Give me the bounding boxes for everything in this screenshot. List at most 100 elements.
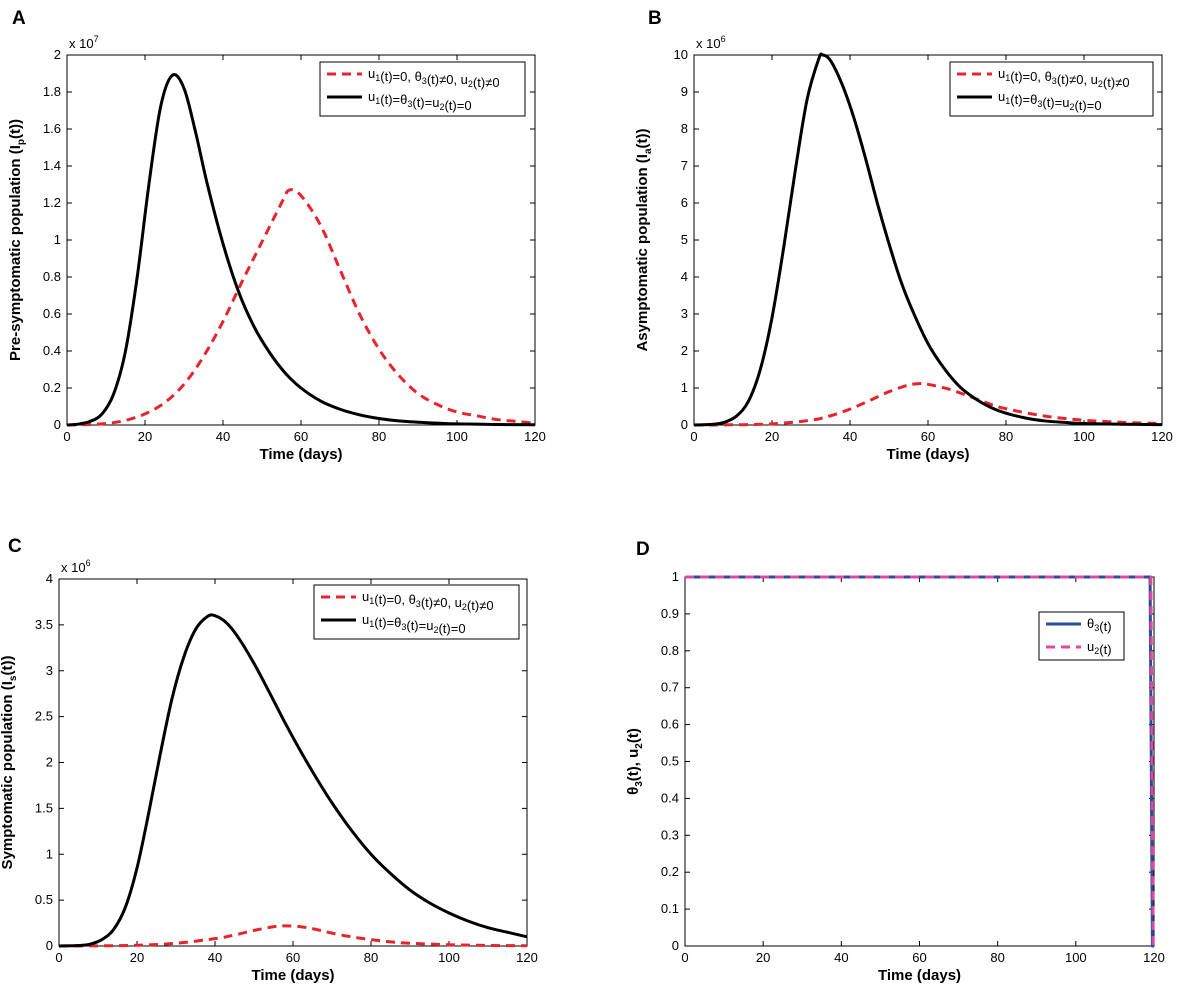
panel-letter: D: [636, 539, 650, 560]
series-line-controlled: [66, 188, 536, 427]
legend-label-uncontrolled: u1(t)=θ3(t)=u2(t)=0: [368, 89, 472, 113]
x-tick-label: 0: [55, 950, 62, 965]
y-tick-label: 4: [681, 269, 688, 284]
x-tick-label: 20: [130, 950, 144, 965]
y-tick-label: 1: [54, 232, 61, 247]
y-tick-label: 4: [46, 571, 53, 586]
legend: u1(t)=0, θ3(t)≠0, u2(t)≠0u1(t)=θ3(t)=u2(…: [313, 584, 520, 640]
panel-letter: A: [12, 8, 26, 29]
legend-box: [949, 61, 1154, 117]
legend-label-uncontrolled: u1(t)=θ3(t)=u2(t)=0: [998, 89, 1102, 113]
x-tick-label: 40: [208, 950, 222, 965]
y-tick-label: 0: [672, 938, 679, 953]
panel-letter: B: [648, 8, 662, 29]
y-tick-label: 1.8: [43, 84, 61, 99]
legend-label-u2: u2(t): [1087, 639, 1112, 657]
y-tick-label: 0.2: [661, 864, 679, 879]
x-tick-label: 0: [63, 429, 70, 444]
legend-box: [313, 584, 520, 640]
y-tick-label: 3: [681, 306, 688, 321]
x-axis-label: Time (days): [251, 967, 334, 984]
y-axis-label: θ3(t), u2(t): [625, 728, 645, 795]
y-tick-label: 1.5: [35, 800, 53, 815]
series-line-uncontrolled: [66, 73, 536, 427]
y-tick-label: 8: [681, 121, 688, 136]
y-multiplier: x 106: [696, 34, 726, 51]
y-tick-label: 0.5: [35, 892, 53, 907]
y-tick-label: 0.2: [43, 380, 61, 395]
y-tick-label: 0: [46, 938, 53, 953]
y-tick-label: 1: [672, 569, 679, 584]
chart-panel-a: A 0 20 40 60 80 100 120 0 0.2 0.4 0.6 0.8 1 1.2 1.4 1.6 1…: [7, 8, 546, 463]
legend-label-controlled: u1(t)=0, θ3(t)≠0, u2(t)≠0: [998, 66, 1130, 90]
legend-label-controlled: u1(t)=0, θ3(t)≠0, u2(t)≠0: [368, 66, 500, 90]
chart-panel-c: C 0 20 40 60 80 100 120 0 0.5 1 1.5 2 2.5 3 3.5 4 x 106 Ti…: [0, 536, 538, 984]
x-tick-label: 20: [765, 429, 779, 444]
x-axis-label: Time (days): [878, 967, 961, 984]
y-tick-label: 0.9: [661, 606, 679, 621]
x-tick-label: 60: [286, 950, 300, 965]
y-tick-label: 1.2: [43, 195, 61, 210]
x-tick-label: 60: [294, 429, 308, 444]
x-tick-label: 100: [446, 429, 468, 444]
y-multiplier: x 106: [61, 558, 91, 575]
x-tick-label: 80: [364, 950, 378, 965]
legend-box: [319, 61, 526, 117]
y-tick-label: 6: [681, 195, 688, 210]
y-tick-label: 1.6: [43, 121, 61, 136]
legend-box: [1038, 611, 1125, 661]
y-tick-label: 2: [681, 343, 688, 358]
y-tick-label: 2.5: [35, 709, 53, 724]
chart-panel-d: D 0 20 40 60 80 100 120 0 0.1 0.2 0.3 0.4 0.5 0.6 0.7 0.…: [625, 539, 1165, 984]
y-axis-label: Pre-symptomatic population (Ip(t)): [7, 119, 27, 361]
y-tick-label: 0.8: [661, 643, 679, 658]
y-tick-label: 3.5: [35, 617, 53, 632]
x-tick-label: 20: [138, 429, 152, 444]
panel-letter: C: [8, 536, 22, 557]
y-tick-label: 9: [681, 84, 688, 99]
y-tick-label: 2: [54, 47, 61, 62]
x-tick-label: 40: [843, 429, 857, 444]
y-tick-label: 3: [46, 663, 53, 678]
y-tick-label: 0.6: [661, 717, 679, 732]
y-axis-label: Asymptomatic population (Ia(t)): [634, 128, 654, 351]
x-tick-label: 100: [1073, 429, 1095, 444]
y-tick-label: 0: [54, 417, 61, 432]
y-tick-label: 0: [681, 417, 688, 432]
y-multiplier: x 107: [69, 34, 99, 51]
x-tick-label: 120: [516, 950, 538, 965]
legend-label-theta3: θ3(t): [1087, 616, 1112, 634]
legend: u1(t)=0, θ3(t)≠0, u2(t)≠0u1(t)=θ3(t)=u2(…: [949, 61, 1154, 117]
x-tick-label: 60: [921, 429, 935, 444]
y-tick-label: 0.4: [43, 343, 61, 358]
x-tick-label: 80: [999, 429, 1013, 444]
y-tick-label: 1.4: [43, 158, 61, 173]
y-tick-label: 0.4: [661, 790, 679, 805]
y-tick-label: 0.7: [661, 680, 679, 695]
series-line-u2: [685, 575, 1155, 948]
x-tick-label: 120: [1143, 950, 1165, 965]
y-tick-label: 2: [46, 755, 53, 770]
x-tick-label: 80: [990, 950, 1004, 965]
x-tick-label: 80: [372, 429, 386, 444]
y-axis-label: Symptomatic population (Is(t)): [0, 656, 19, 870]
y-tick-label: 10: [674, 47, 688, 62]
x-tick-label: 60: [912, 950, 926, 965]
x-tick-label: 40: [216, 429, 230, 444]
y-tick-label: 7: [681, 158, 688, 173]
x-tick-label: 0: [681, 950, 688, 965]
x-tick-label: 100: [438, 950, 460, 965]
y-tick-label: 1: [681, 380, 688, 395]
legend-label-controlled: u1(t)=0, θ3(t)≠0, u2(t)≠0: [362, 589, 494, 613]
legend-label-uncontrolled: u1(t)=θ3(t)=u2(t)=0: [362, 612, 466, 636]
x-axis-label: Time (days): [259, 446, 342, 463]
x-tick-label: 100: [1065, 950, 1087, 965]
x-tick-label: 40: [834, 950, 848, 965]
series-line-uncontrolled: [58, 613, 528, 948]
series-line-uncontrolled: [693, 52, 1163, 427]
y-tick-label: 0.8: [43, 269, 61, 284]
y-tick-label: 0.6: [43, 306, 61, 321]
y-tick-label: 0.5: [661, 754, 679, 769]
x-tick-label: 120: [1151, 429, 1173, 444]
